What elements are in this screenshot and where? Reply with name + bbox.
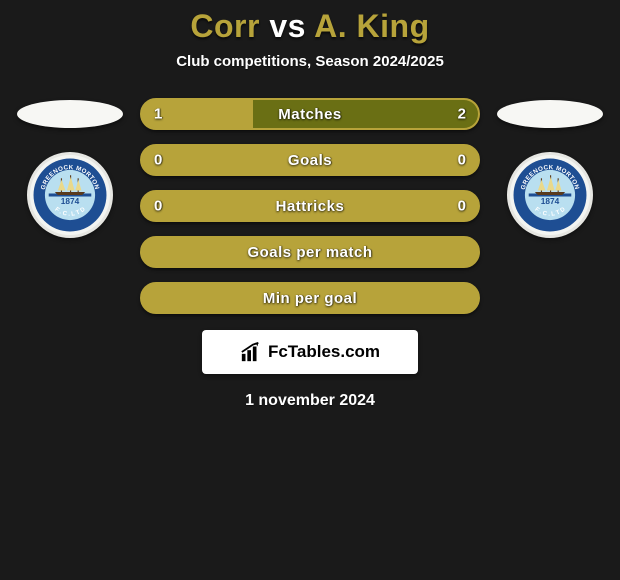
subtitle: Club competitions, Season 2024/2025 <box>176 53 444 70</box>
logo-text: FcTables.com <box>268 342 380 362</box>
main-row: GREENOCK MORTON F . C . L T D 1874 <box>0 98 620 314</box>
bar-label: Goals per match <box>247 244 372 261</box>
date-label: 1 november 2024 <box>245 392 375 410</box>
crest-icon: GREENOCK MORTON F . C . L T D 1874 <box>32 157 108 233</box>
chart-icon <box>240 341 262 363</box>
crest-icon: GREENOCK MORTON F . C . L T D 1874 <box>512 157 588 233</box>
bar-value-right: 0 <box>458 198 466 215</box>
stat-bars: 1 2 Matches 0 0 Goals 0 0 Hattricks Goals per mat… <box>140 98 480 314</box>
stat-bar: Min per goal <box>140 282 480 314</box>
bar-value-left: 1 <box>154 106 162 123</box>
stat-bar: 0 0 Goals <box>140 144 480 176</box>
page-title: Corr vs A. King <box>190 8 429 45</box>
title-player1: Corr <box>190 8 260 44</box>
bar-label: Hattricks <box>276 198 345 215</box>
player1-club-crest: GREENOCK MORTON F . C . L T D 1874 <box>27 152 113 238</box>
bar-value-right: 0 <box>458 152 466 169</box>
bar-label: Goals <box>288 152 332 169</box>
bar-value-left: 0 <box>154 152 162 169</box>
player1-avatar-oval <box>17 100 123 128</box>
stat-bar: 1 2 Matches <box>140 98 480 130</box>
title-player2: A. King <box>314 8 429 44</box>
bar-label: Min per goal <box>263 290 357 307</box>
title-vs: vs <box>269 8 306 44</box>
svg-text:1874: 1874 <box>541 196 560 206</box>
stat-bar: Goals per match <box>140 236 480 268</box>
player2-avatar-oval <box>497 100 603 128</box>
bar-label: Matches <box>278 106 342 123</box>
bar-value-right: 2 <box>458 106 466 123</box>
player2-club-crest: GREENOCK MORTON F . C . L T D 1874 <box>507 152 593 238</box>
svg-text:1874: 1874 <box>61 196 80 206</box>
comparison-card: Corr vs A. King Club competitions, Seaso… <box>0 0 620 410</box>
logo-box: FcTables.com <box>202 330 418 374</box>
player2-column: GREENOCK MORTON F . C . L T D 1874 <box>490 98 610 238</box>
stat-bar: 0 0 Hattricks <box>140 190 480 222</box>
bar-value-left: 0 <box>154 198 162 215</box>
player1-column: GREENOCK MORTON F . C . L T D 1874 <box>10 98 130 238</box>
